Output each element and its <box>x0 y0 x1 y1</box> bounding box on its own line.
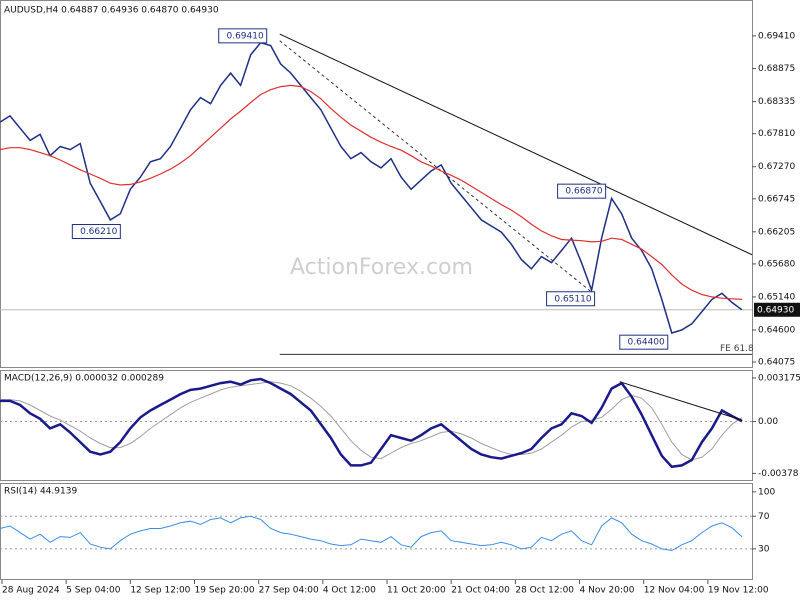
y-tick-label: 30 <box>758 544 770 554</box>
y-tick-label: 0.65140 <box>758 292 795 302</box>
x-tick-label: 4 Oct 12:00 <box>323 586 376 596</box>
trendline <box>279 33 753 256</box>
y-tick-label: 0.65680 <box>758 259 795 269</box>
x-tick-label: 27 Sep 04:00 <box>259 586 319 596</box>
rsi-frame <box>0 483 753 580</box>
x-tick-label: 19 Sep 20:00 <box>195 586 255 596</box>
rsi-title: RSI(14) 44.9139 <box>4 487 77 497</box>
x-tick-label: 11 Oct 20:00 <box>387 586 446 596</box>
y-tick-label: 100 <box>758 487 775 497</box>
annotation-box <box>218 28 268 44</box>
y-tick-label: 0.64075 <box>758 358 795 368</box>
x-tick-label: 12 Nov 04:00 <box>644 586 705 596</box>
y-tick-label: 0.003175 <box>758 373 800 383</box>
watermark: ActionForex.com <box>290 255 473 280</box>
macd-title: MACD(12,26,9) 0.000032 0.000289 <box>4 374 164 384</box>
macd-line <box>0 377 743 469</box>
y-tick-label: 0.00 <box>758 417 778 427</box>
annotation-box <box>546 291 596 307</box>
annotation-box <box>557 183 607 199</box>
y-tick-label: 0.66745 <box>758 194 795 204</box>
x-tick-label: 5 Sep 04:00 <box>66 586 121 596</box>
y-tick-label: 0.69410 <box>758 31 795 41</box>
y-tick-label: 0.67270 <box>758 162 795 172</box>
x-tick-label: 19 Nov 12:00 <box>708 586 769 596</box>
y-tick-label: 0.67810 <box>758 129 795 139</box>
macd-line <box>0 381 743 461</box>
rsi-line <box>0 515 743 552</box>
annotation-label: 0.65110 <box>554 294 591 304</box>
annotation-box <box>619 334 669 350</box>
annotation-label: 0.69410 <box>226 31 263 41</box>
price-frame <box>0 0 753 368</box>
annotation-label: 0.66870 <box>565 187 602 197</box>
x-tick-label: 21 Oct 04:00 <box>451 586 510 596</box>
x-tick-label: 4 Nov 20:00 <box>580 586 635 596</box>
annotation-box <box>71 224 121 240</box>
fe-label: FE 61.8 <box>720 344 754 354</box>
current-price-box <box>754 302 800 317</box>
y-tick-label: 0.68335 <box>758 97 795 107</box>
y-tick-label: 70 <box>758 512 770 522</box>
chart-title: AUDUSD,H4 0.64887 0.64936 0.64870 0.6493… <box>4 6 219 16</box>
price-line <box>0 84 743 300</box>
dashed-line <box>279 40 595 295</box>
x-tick-label: 28 Oct 12:00 <box>515 586 574 596</box>
macd-frame <box>0 370 753 481</box>
y-tick-label: 0.68875 <box>758 64 795 74</box>
x-tick-label: 28 Aug 2024 <box>2 586 60 596</box>
annotation-label: 0.66210 <box>80 227 117 237</box>
macd-trendline <box>619 381 743 421</box>
current-price-label: 0.64930 <box>757 305 794 315</box>
x-tick-label: 12 Sep 12:00 <box>130 586 190 596</box>
y-tick-label: 0.64600 <box>758 325 795 335</box>
price-line <box>0 41 743 334</box>
annotation-label: 0.64400 <box>628 338 665 348</box>
y-tick-label: 0.66205 <box>758 227 795 237</box>
y-tick-label: -0.00378 <box>758 469 799 479</box>
